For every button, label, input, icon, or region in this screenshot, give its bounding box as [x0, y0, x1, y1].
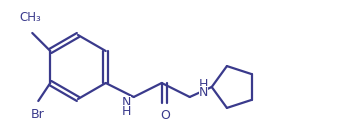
Text: N: N [199, 86, 209, 99]
Text: O: O [160, 109, 170, 122]
Text: Br: Br [31, 108, 44, 121]
Text: CH₃: CH₃ [19, 11, 41, 24]
Text: H: H [199, 78, 209, 91]
Text: H: H [122, 105, 132, 118]
Text: N: N [122, 96, 132, 109]
